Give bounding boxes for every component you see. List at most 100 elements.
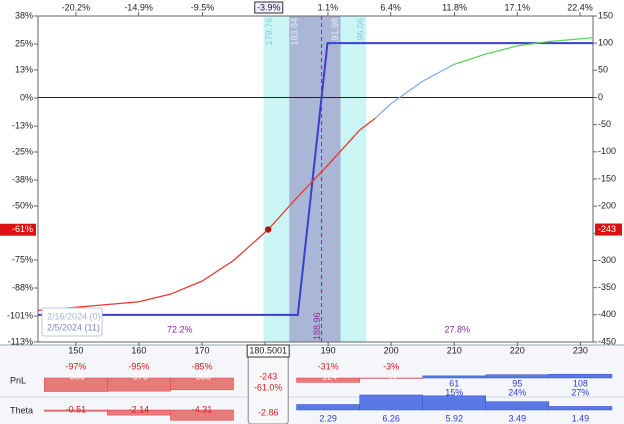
x2-tick-label: 1.1% bbox=[318, 2, 339, 12]
panel-bar bbox=[485, 401, 550, 411]
x2-tick-label: 6.4% bbox=[380, 2, 401, 12]
x-tick-label: 220 bbox=[510, 345, 525, 355]
band-label: 191.98 bbox=[330, 18, 340, 46]
theta-value: -2.14 bbox=[129, 404, 150, 414]
payoff-line bbox=[38, 42, 593, 316]
cursor-pnl-value: -243 bbox=[259, 371, 277, 381]
pnl-percent: 24% bbox=[508, 387, 526, 397]
pnl-value: -376 bbox=[130, 371, 148, 381]
y-tick-label: 0% bbox=[20, 92, 33, 102]
panel-bar bbox=[422, 395, 487, 411]
cursor-y-box bbox=[0, 223, 36, 236]
theta-value: 1.49 bbox=[572, 413, 590, 423]
band-label: 196.06 bbox=[356, 18, 366, 46]
cursor-y2-label: -243 bbox=[598, 224, 616, 234]
pnl-value: -124 bbox=[319, 371, 337, 381]
y2-tick-label: -450 bbox=[598, 336, 616, 346]
cursor-pnl-percent: -61.0% bbox=[254, 382, 283, 392]
theta-value: 3.49 bbox=[509, 413, 527, 423]
x-tick-label: 190 bbox=[321, 345, 336, 355]
cursor-theta-value: -2.86 bbox=[258, 407, 279, 417]
panel-bar bbox=[548, 373, 613, 379]
legend-entry: 2/16/2024 (0) bbox=[47, 311, 101, 321]
x2-tick-label: 22.4% bbox=[567, 2, 593, 12]
probability-label: 27.8% bbox=[445, 324, 471, 334]
cursor-dot bbox=[264, 226, 272, 233]
x-tick-label: 150 bbox=[68, 345, 83, 355]
band-label: 183.84 bbox=[290, 18, 300, 46]
x2-tick-label: 17.1% bbox=[504, 2, 530, 12]
y-tick-label: -50% bbox=[12, 200, 33, 210]
cursor-y2-box bbox=[595, 223, 622, 236]
pnl-value: -11 bbox=[385, 371, 397, 381]
pnl-value: -386 bbox=[67, 371, 85, 381]
y2-tick-label: 0 bbox=[598, 92, 603, 102]
payoff-line bbox=[374, 63, 455, 119]
y2-tick-label: -300 bbox=[598, 255, 616, 265]
x-tick-label: 170 bbox=[194, 345, 209, 355]
x-tick-label: 160 bbox=[131, 345, 146, 355]
pnl-value: 108 bbox=[573, 378, 588, 388]
theta-value: 6.26 bbox=[382, 413, 400, 423]
pnl-percent: -3% bbox=[383, 361, 399, 371]
panel-title: PnL bbox=[10, 375, 26, 385]
y-tick-label: -101% bbox=[7, 310, 33, 320]
panel-bar bbox=[548, 406, 613, 411]
y2-tick-label: -350 bbox=[598, 282, 616, 292]
cursor-x-label: 180.5001 bbox=[249, 345, 287, 355]
x2-tick-label: -9.5% bbox=[191, 2, 215, 12]
cursor-x2-box bbox=[254, 1, 284, 14]
panel-bar bbox=[170, 377, 234, 391]
y-tick-label: 38% bbox=[15, 10, 33, 20]
x-tick-label: 200 bbox=[384, 345, 399, 355]
pnl-percent: -31% bbox=[318, 361, 339, 371]
theta-value: 2.29 bbox=[319, 413, 337, 423]
y2-tick-label: -50 bbox=[598, 119, 611, 129]
pnl-value: -338 bbox=[193, 371, 211, 381]
pnl-percent: 27% bbox=[571, 387, 589, 397]
panel-bar bbox=[296, 404, 360, 411]
cursor-x2-label: -3.9% bbox=[257, 2, 281, 12]
panel-bar bbox=[170, 409, 234, 421]
y2-tick-label: 150 bbox=[598, 10, 613, 20]
y2-tick-label: 100 bbox=[598, 38, 613, 48]
y2-tick-label: -200 bbox=[598, 201, 616, 211]
pnl-percent: -97% bbox=[65, 361, 86, 371]
y-tick-label: 13% bbox=[15, 64, 33, 74]
y-tick-label: -13% bbox=[12, 120, 33, 130]
legend-box bbox=[41, 307, 103, 337]
y2-tick-label: -100 bbox=[598, 146, 616, 156]
panel-bar bbox=[296, 377, 360, 383]
pnl-percent: 15% bbox=[445, 387, 463, 397]
payoff-line bbox=[37, 117, 376, 312]
price-label: 188.96 bbox=[312, 312, 322, 340]
legend-entry: 2/5/2024 (11) bbox=[47, 322, 100, 332]
probability-label: 72.2% bbox=[167, 324, 193, 334]
pnl-percent: -95% bbox=[128, 361, 149, 371]
x-tick-label: 210 bbox=[447, 345, 462, 355]
y-tick-label: -38% bbox=[12, 174, 33, 184]
y-tick-label: -88% bbox=[12, 282, 33, 292]
pnl-value: 61 bbox=[449, 378, 459, 388]
x-tick-label: 230 bbox=[573, 345, 588, 355]
y2-tick-label: -400 bbox=[598, 309, 616, 319]
theta-value: 5.92 bbox=[445, 413, 463, 423]
pnl-value: 95 bbox=[512, 378, 522, 388]
panel-bar bbox=[359, 394, 423, 411]
band-label: 179.76 bbox=[264, 18, 274, 46]
theta-value: -0.51 bbox=[66, 404, 87, 414]
pnl-percent: -85% bbox=[191, 361, 212, 371]
x2-tick-label: 11.8% bbox=[442, 2, 467, 12]
x2-tick-label: -20.2% bbox=[62, 2, 91, 12]
payoff-line bbox=[454, 37, 594, 65]
theta-value: -4.31 bbox=[192, 404, 213, 414]
cursor-y-label: -61% bbox=[12, 224, 33, 234]
y2-tick-label: 50 bbox=[598, 65, 608, 75]
y-tick-label: -113% bbox=[8, 336, 33, 346]
cursor-x-box bbox=[246, 344, 290, 358]
y2-tick-label: -150 bbox=[598, 173, 616, 183]
y-tick-label: 25% bbox=[15, 38, 33, 48]
x2-tick-label: -14.9% bbox=[124, 2, 153, 12]
y-tick-label: -75% bbox=[12, 254, 33, 264]
